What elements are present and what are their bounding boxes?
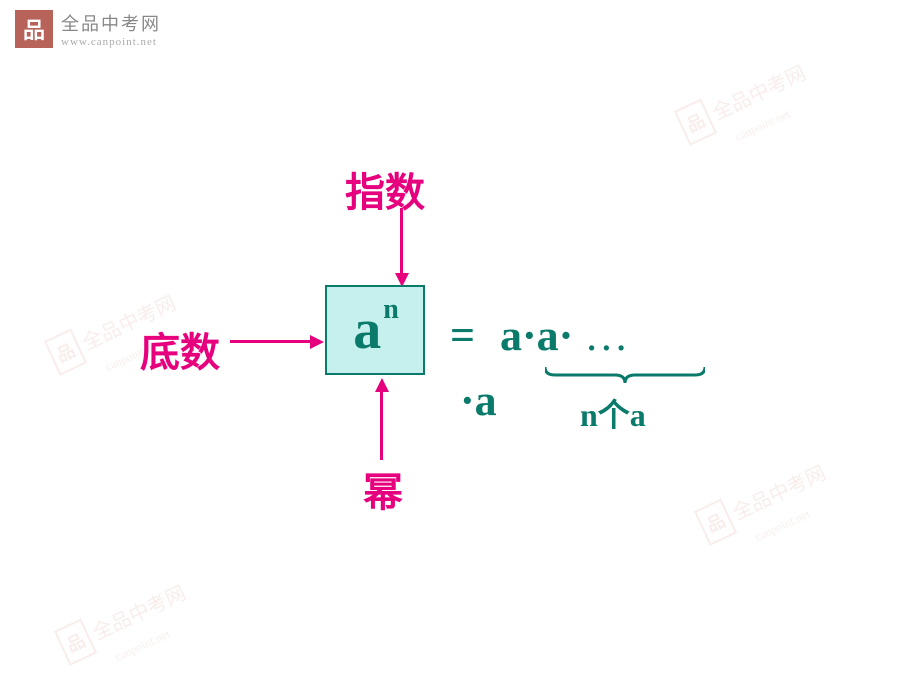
watermark: 品全品中考网canpoint.net: [674, 54, 821, 165]
label-power: 幂: [363, 460, 403, 518]
brace: [545, 365, 705, 385]
arrow-base: [230, 340, 310, 343]
logo-chinese: 全品中考网: [61, 10, 161, 36]
base-symbol: a: [353, 298, 381, 362]
logo-icon: 品: [15, 10, 53, 48]
arrow-power: [380, 378, 389, 460]
expansion-line1: a·a· …: [500, 310, 626, 361]
equals-sign: =: [450, 310, 475, 361]
expansion-dots: …: [584, 311, 626, 360]
label-base: 底数: [140, 320, 220, 378]
power-diagram: 指数 底数 幂 an = a·a· … ·a n个a: [130, 150, 830, 550]
brace-label: n个a: [580, 390, 646, 436]
site-logo: 品 全品中考网 www.canpoint.net: [15, 10, 161, 48]
expansion-aa: a·a·: [500, 311, 573, 360]
exponent-symbol: n: [383, 294, 399, 326]
label-exponent: 指数: [345, 160, 425, 218]
power-box: an: [325, 285, 425, 375]
logo-url: www.canpoint.net: [61, 36, 161, 48]
logo-text: 全品中考网 www.canpoint.net: [61, 10, 161, 48]
expansion-line2: ·a: [460, 375, 497, 426]
watermark: 品全品中考网canpoint.net: [54, 574, 201, 685]
arrow-exponent: [400, 208, 409, 287]
